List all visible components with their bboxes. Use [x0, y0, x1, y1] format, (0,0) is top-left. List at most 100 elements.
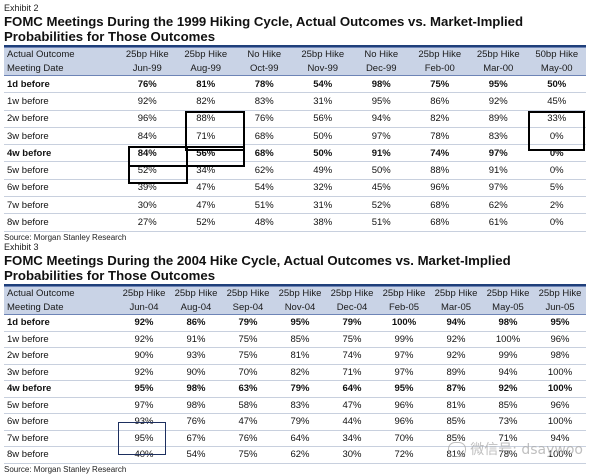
table-cell: 74%: [326, 347, 378, 365]
table-cell: 73%: [482, 413, 534, 431]
table-cell: 51%: [235, 196, 294, 215]
table-cell: 0%: [527, 213, 586, 232]
table-cell: 90%: [170, 364, 222, 381]
table-cell: 93%: [118, 413, 170, 431]
table-cell: 70%: [222, 364, 274, 381]
table-cell: 31%: [293, 196, 352, 215]
header-cell: Mar-05: [430, 300, 482, 315]
header-cell: Feb-05: [378, 300, 430, 315]
table-cell: 84%: [118, 127, 177, 146]
table-cell: 0%: [527, 127, 586, 146]
table-cell: 98%: [482, 314, 534, 332]
table-row: 6w before 93% 76% 47% 79% 44% 96% 85% 73% 100%: [4, 413, 586, 431]
table-cell: 98%: [170, 397, 222, 414]
watermark-text: 微信号: dsaywoo: [470, 442, 583, 458]
table-cell: 83%: [235, 92, 294, 111]
table-cell: 92%: [482, 380, 534, 398]
table-cell: 50%: [293, 144, 352, 163]
table-cell: 88%: [410, 161, 469, 180]
table-cell: 68%: [235, 144, 294, 163]
table-cell: 82%: [410, 110, 469, 128]
row-label: 7w before: [4, 430, 118, 447]
table-cell: 68%: [410, 213, 469, 232]
table-cell: 82%: [274, 364, 326, 381]
header-cell: 25bp Hike: [482, 286, 534, 301]
table-cell: 75%: [222, 331, 274, 348]
header-cell: 25bp Hike: [469, 47, 528, 62]
table-cell: 51%: [352, 213, 411, 232]
table-cell: 62%: [469, 196, 528, 215]
highlight-box-jun04-7w-8w: [118, 422, 166, 455]
row-label: 3w before: [4, 127, 118, 146]
table-cell: 98%: [352, 75, 411, 94]
table-cell: 32%: [293, 179, 352, 198]
table-cell: 94%: [352, 110, 411, 128]
row-label: 8w before: [4, 213, 118, 232]
table-cell: 100%: [378, 314, 430, 332]
header-cell: Sep-04: [222, 300, 274, 315]
table-cell: 47%: [176, 179, 235, 198]
table-cell: 58%: [222, 397, 274, 414]
row-label: 5w before: [4, 161, 118, 180]
header-cell: 25bp Hike: [410, 47, 469, 62]
header-cell: 25bp Hike: [222, 286, 274, 301]
table-row: 5w before 52% 34% 62% 49% 50% 88% 91% 0%: [4, 161, 586, 180]
table-cell: 76%: [235, 110, 294, 128]
table-cell: 99%: [378, 331, 430, 348]
table-cell: 85%: [274, 331, 326, 348]
table-cell: 87%: [430, 380, 482, 398]
table-cell: 100%: [534, 413, 586, 431]
row-label: 7w before: [4, 196, 118, 215]
table-cell: 89%: [469, 110, 528, 128]
table-cell: 34%: [326, 430, 378, 447]
table-cell: 50%: [293, 127, 352, 146]
table-cell: 71%: [176, 127, 235, 146]
table-cell: 95%: [118, 380, 170, 398]
title-line-2: Probabilities for Those Outcomes: [4, 29, 216, 44]
header-cell: 50bp Hike: [527, 47, 586, 62]
table-cell: 96%: [410, 179, 469, 198]
table-cell: 54%: [170, 446, 222, 464]
table-cell: 92%: [469, 92, 528, 111]
highlight-box-jun99-5w: [128, 146, 188, 184]
highlight-box-aug99-2w-3w: [185, 111, 245, 151]
table-cell: 45%: [352, 179, 411, 198]
row-label: 6w before: [4, 413, 118, 431]
table-cell: 79%: [274, 413, 326, 431]
header-cell: May-00: [527, 61, 586, 76]
exhibit-label: Exhibit 3: [4, 242, 39, 252]
table-cell: 76%: [222, 430, 274, 447]
table-cell: 98%: [170, 380, 222, 398]
header-label: Meeting Date: [4, 61, 118, 76]
table-cell: 88%: [176, 110, 235, 128]
highlight-box-may00-2w-3w: [528, 111, 585, 151]
table-row: 2w before 90% 93% 75% 81% 74% 97% 92% 99% 98%: [4, 347, 586, 365]
table-cell: 52%: [352, 196, 411, 215]
exhibit-title: FOMC Meetings During the 2004 Hike Cycle…: [4, 253, 586, 283]
exhibit-title: FOMC Meetings During the 1999 Hiking Cyc…: [4, 14, 586, 44]
header-cell: Feb-00: [410, 61, 469, 76]
title-line-1: FOMC Meetings During the 2004 Hike Cycle…: [4, 253, 511, 268]
row-label: 6w before: [4, 179, 118, 198]
header-row-date: Meeting Date Jun-04 Aug-04 Sep-04 Nov-04 Dec-…: [4, 300, 586, 315]
title-line-2: Probabilities for Those Outcomes: [4, 268, 216, 283]
header-cell: Aug-04: [170, 300, 222, 315]
table-cell: 90%: [118, 347, 170, 365]
table-cell: 96%: [534, 397, 586, 414]
table-cell: 27%: [118, 213, 177, 232]
table-row: 1d before 92% 86% 79% 95% 79% 100% 94% 98% 95%: [4, 314, 586, 332]
title-rule: [4, 45, 586, 47]
table-cell: 83%: [469, 127, 528, 146]
table-cell: 97%: [118, 397, 170, 414]
table-cell: 86%: [410, 92, 469, 111]
row-label: 8w before: [4, 446, 118, 464]
table-cell: 86%: [170, 314, 222, 332]
table-cell: 62%: [274, 446, 326, 464]
table-row: 7w before 95% 67% 76% 64% 34% 70% 85% 71% 94%: [4, 430, 586, 447]
table-cell: 50%: [527, 75, 586, 94]
table-cell: 94%: [482, 364, 534, 381]
row-label: 1w before: [4, 92, 118, 111]
table-row: 8w before 27% 52% 48% 38% 51% 68% 61% 0%: [4, 213, 586, 232]
table-cell: 99%: [482, 347, 534, 365]
table-cell: 64%: [326, 380, 378, 398]
